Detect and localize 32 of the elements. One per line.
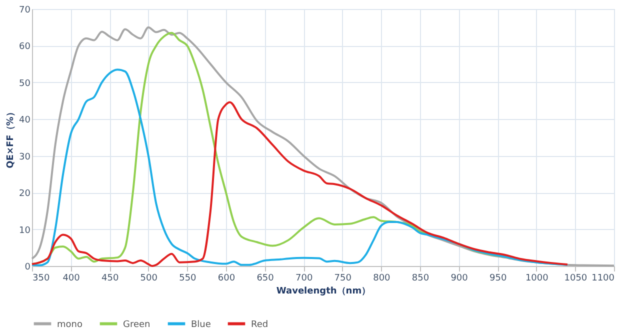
y-tick-label: 70 [19,6,31,16]
x-tick-label: 500 [140,274,158,284]
y-tick-label: 50 [19,78,31,89]
legend-label: Red [251,320,268,330]
x-tick-label: 1100 [592,274,615,284]
y-tick-label: 30 [19,152,31,162]
x-tick-label: 750 [334,274,352,284]
legend-label: mono [57,320,83,330]
x-tick-label: 400 [62,274,80,284]
x-axis-title: Wavelength（nm） [276,286,371,296]
y-tick-label: 0 [24,262,31,272]
legend-label: Green [123,320,150,330]
x-tick-label: 450 [102,274,119,284]
x-tick-label: 650 [256,274,274,284]
x-tick-label: 850 [412,274,430,284]
x-tick-label: 950 [490,274,507,284]
x-tick-label: 350 [32,274,50,284]
x-tick-label: 1050 [564,274,588,284]
x-tick-label: 800 [373,274,391,284]
y-tick-label: 10 [19,226,31,236]
y-axis-title: QE×FF（%） [6,108,16,168]
y-tick-label: 40 [19,116,31,126]
line-series [31,101,568,267]
x-tick-label: 1000 [525,274,549,284]
x-tick-label: 700 [296,274,313,284]
y-tick-label: 20 [19,189,31,200]
line-series [31,68,568,266]
x-tick-label: 900 [450,274,468,284]
x-tick-label: 600 [218,274,236,284]
x-tick-label: 550 [179,274,197,284]
y-tick-label: 60 [19,42,31,52]
legend-label: Blue [191,320,212,330]
